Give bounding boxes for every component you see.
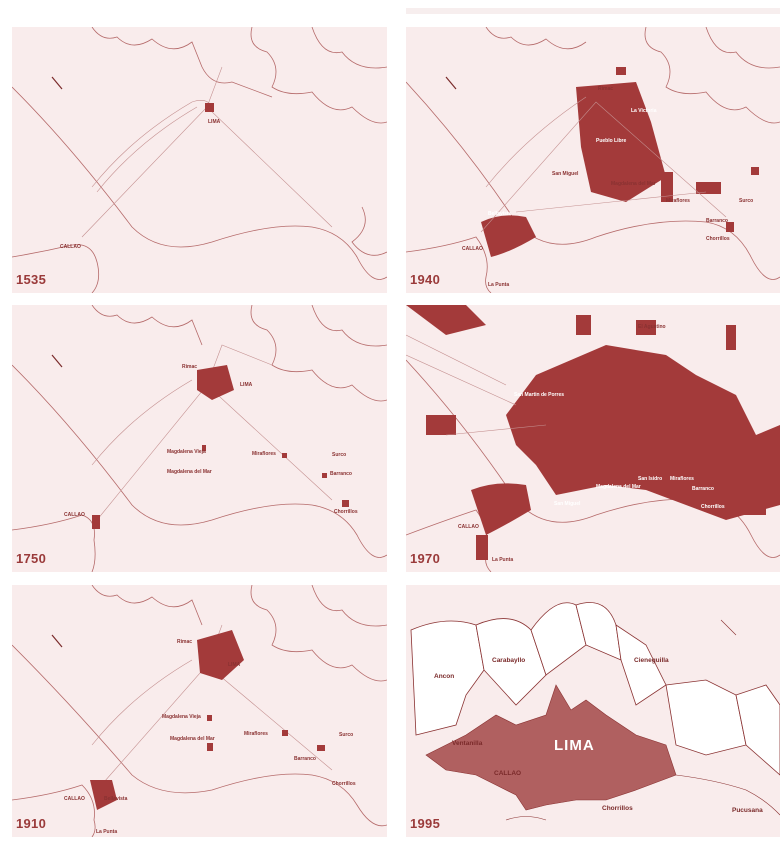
place-label: Ventanilla	[452, 740, 483, 747]
map-panel-1940: Rimac La Victoria Pueblo Libre San Migue…	[406, 27, 780, 293]
place-label: CALLAO	[458, 524, 479, 530]
place-label: Barranco	[692, 486, 714, 492]
place-label: LIMA	[228, 662, 241, 668]
place-label: Chorrillos	[701, 504, 725, 510]
map-1940-svg	[406, 27, 780, 293]
place-label: Surco	[339, 732, 354, 738]
map-1750-svg	[12, 305, 387, 572]
place-label: CALLAO	[494, 770, 522, 777]
place-label: CALLAO	[60, 244, 81, 250]
place-label: La Victoria	[631, 108, 657, 114]
map-panel-1970: El Agustino San Martin de Porres San Mig…	[406, 305, 780, 572]
map-1995-svg	[410, 602, 780, 821]
place-label: Chorrillos	[332, 781, 356, 787]
place-label: San Martin de Porres	[514, 392, 565, 398]
year-label: 1940	[410, 272, 441, 287]
place-label-lima: LIMA	[554, 737, 595, 754]
place-label: Magdalena del Mar	[170, 736, 215, 742]
place-label: Surco	[332, 452, 347, 458]
map-panel-1750: Rimac LIMA Magdalena Vieja Magdalena del…	[12, 305, 387, 572]
place-label: Bellavista	[104, 796, 128, 802]
place-label: Chorrillos	[602, 805, 633, 812]
place-label: CALLAO	[462, 246, 483, 252]
place-label: CALLAO	[64, 512, 85, 518]
map-panel-1910: Rimac LIMA Magdalena Vieja Magdalena del…	[12, 585, 387, 837]
place-label: Pueblo Libre	[596, 138, 627, 144]
year-label: 1750	[16, 551, 47, 566]
year-label: 1995	[410, 816, 441, 831]
year-label: 1535	[16, 272, 47, 287]
map-1970-svg	[406, 305, 780, 572]
place-label: San Miguel	[552, 171, 579, 177]
place-label: El Agustino	[638, 324, 666, 330]
map-panel-1995: Ancon Carabayllo Cieneguilla Ventanilla …	[406, 585, 780, 837]
map-1535-svg	[12, 27, 387, 293]
place-label: Chorrillos	[334, 509, 358, 515]
map-1910-svg	[12, 585, 387, 837]
place-label: Barranco	[294, 756, 316, 762]
year-label: 1970	[410, 551, 441, 566]
place-label: Barranco	[330, 471, 352, 477]
place-label: La Punta	[492, 557, 514, 563]
place-label: Surco	[739, 198, 754, 204]
place-label: Magdalena Vieja	[162, 714, 201, 720]
place-label: Bellavista	[488, 211, 512, 217]
place-label: Magdalena Vieja	[167, 449, 206, 455]
place-label: LIMA	[208, 119, 221, 125]
place-label: Rimac	[182, 364, 198, 370]
place-label: Magdalena del Mar	[596, 484, 641, 490]
place-label: Miraflores	[252, 451, 276, 457]
place-label: Pucusana	[732, 807, 763, 814]
place-label: La Punta	[488, 282, 510, 288]
place-label: San Isidro	[638, 476, 663, 482]
map-panel-1535: LIMA CALLAO 1535	[12, 27, 387, 293]
place-label: Barranco	[706, 218, 728, 224]
top-strip	[406, 8, 780, 14]
place-label: Miraflores	[670, 476, 694, 482]
place-label: San Miguel	[554, 501, 581, 507]
year-label: 1910	[16, 816, 47, 831]
place-label: Miraflores	[244, 731, 268, 737]
place-label: La Punta	[96, 829, 118, 835]
place-label: Magdalena del Mar	[611, 181, 656, 187]
place-label: Ancon	[434, 673, 455, 680]
place-label: Miraflores	[666, 198, 690, 204]
place-label: LIMA	[240, 382, 253, 388]
place-label: Magdalena del Mar	[167, 469, 212, 475]
place-label: Cieneguilla	[634, 657, 669, 664]
place-label: CALLAO	[64, 796, 85, 802]
place-label: Chorrillos	[706, 236, 730, 242]
place-label: Carabayllo	[492, 657, 526, 664]
place-label: Rimac	[598, 86, 614, 92]
place-label: Rimac	[177, 639, 193, 645]
